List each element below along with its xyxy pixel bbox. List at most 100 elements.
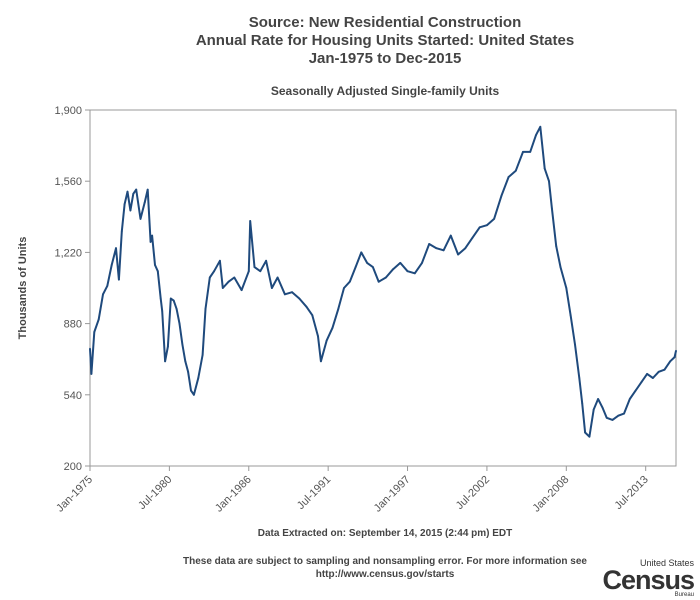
- data-point: [167, 345, 169, 348]
- data-point: [311, 314, 314, 317]
- data-point: [190, 389, 192, 392]
- data-point: [464, 247, 467, 250]
- data-point: [392, 268, 394, 271]
- data-point: [435, 247, 438, 250]
- census-logo-wordmark: Census: [602, 565, 695, 595]
- data-point: [646, 373, 648, 375]
- data-point: [507, 176, 510, 178]
- data-point: [178, 322, 181, 325]
- plot-frame: [89, 109, 677, 467]
- data-point: [406, 270, 409, 273]
- data-point: [360, 251, 363, 254]
- data-point: [253, 266, 256, 268]
- y-axis-label: Thousands of Units: [17, 237, 29, 340]
- data-point: [233, 276, 236, 279]
- data-point: [628, 398, 631, 400]
- data-point: [449, 234, 452, 237]
- data-point: [146, 188, 149, 191]
- data-point: [106, 285, 109, 287]
- data-point: [249, 220, 252, 222]
- data-point: [500, 195, 503, 197]
- data-point: [551, 207, 553, 210]
- chart-title-main: Annual Rate for Housing Units Started: U…: [195, 32, 575, 49]
- data-point: [193, 393, 195, 396]
- data-point: [240, 289, 243, 291]
- data-point: [574, 343, 576, 346]
- data-point: [247, 270, 250, 273]
- y-tick-label: 540: [64, 390, 82, 402]
- data-point: [529, 151, 532, 153]
- data-point: [172, 299, 175, 302]
- chart-title-source: Source: New Residential Construction: [248, 14, 522, 31]
- data-point: [592, 408, 595, 411]
- data-point: [97, 318, 100, 321]
- x-tick-label: Jan-1997: [372, 474, 413, 515]
- data-point: [673, 356, 676, 358]
- data-point: [143, 201, 146, 204]
- data-extracted-note: Data Extracted on: September 14, 2015 (2…: [257, 528, 513, 539]
- data-point: [161, 310, 164, 312]
- data-point: [175, 308, 178, 310]
- data-point: [204, 308, 207, 310]
- data-point: [89, 347, 91, 350]
- data-point: [442, 249, 445, 252]
- data-point: [597, 398, 599, 400]
- data-point: [284, 293, 286, 296]
- data-point: [377, 280, 380, 283]
- data-point: [486, 224, 488, 227]
- data-point: [555, 245, 558, 248]
- x-tick-label: Jul-2002: [454, 474, 492, 512]
- source-link[interactable]: http://www.census.gov/starts: [315, 569, 455, 580]
- x-tick-label: Jul-1980: [136, 474, 174, 512]
- data-point: [197, 377, 200, 379]
- data-point: [584, 431, 586, 434]
- data-point: [93, 331, 96, 333]
- data-point: [271, 287, 273, 289]
- data-point: [514, 169, 517, 172]
- y-tick-label: 880: [64, 319, 82, 331]
- data-point: [548, 180, 550, 183]
- data-point: [578, 377, 581, 379]
- chart-title-range: Jan-1975 to Dec-2015: [308, 50, 462, 67]
- data-point: [201, 354, 204, 356]
- data-point: [372, 266, 374, 268]
- y-tick-label: 1,900: [54, 105, 82, 117]
- data-point: [413, 272, 416, 275]
- data-point: [539, 125, 542, 128]
- data-point: [337, 308, 340, 310]
- data-point: [366, 262, 368, 264]
- data-point: [276, 276, 279, 279]
- data-point: [657, 370, 660, 373]
- data-point: [421, 262, 423, 264]
- data-point: [675, 349, 677, 352]
- data-point: [129, 209, 132, 212]
- chart-title-block: Source: New Residential Construction Ann…: [0, 14, 700, 68]
- data-point: [522, 151, 524, 153]
- data-point: [154, 264, 156, 266]
- y-tick-label: 1,220: [54, 247, 82, 259]
- data-point: [640, 381, 643, 384]
- y-tick-label: 1,560: [54, 176, 82, 188]
- data-point: [227, 280, 230, 283]
- data-point: [181, 343, 184, 346]
- data-point: [265, 259, 267, 262]
- data-point: [169, 297, 172, 300]
- data-point: [663, 368, 666, 371]
- data-point: [298, 297, 301, 300]
- x-tick-label: Jul-2013: [612, 474, 650, 512]
- data-point: [90, 373, 93, 375]
- data-point: [471, 236, 474, 239]
- data-point: [669, 360, 672, 363]
- data-point: [135, 188, 138, 191]
- x-tick-label: Jan-1986: [213, 474, 254, 515]
- data-point: [581, 402, 584, 405]
- data-point: [543, 167, 546, 170]
- data-point: [493, 218, 495, 220]
- data-point: [325, 339, 328, 342]
- data-point: [213, 270, 216, 273]
- census-logo-country: United States: [639, 558, 694, 568]
- data-point: [305, 305, 308, 308]
- data-point: [219, 259, 221, 262]
- y-tick-label: 200: [64, 461, 82, 473]
